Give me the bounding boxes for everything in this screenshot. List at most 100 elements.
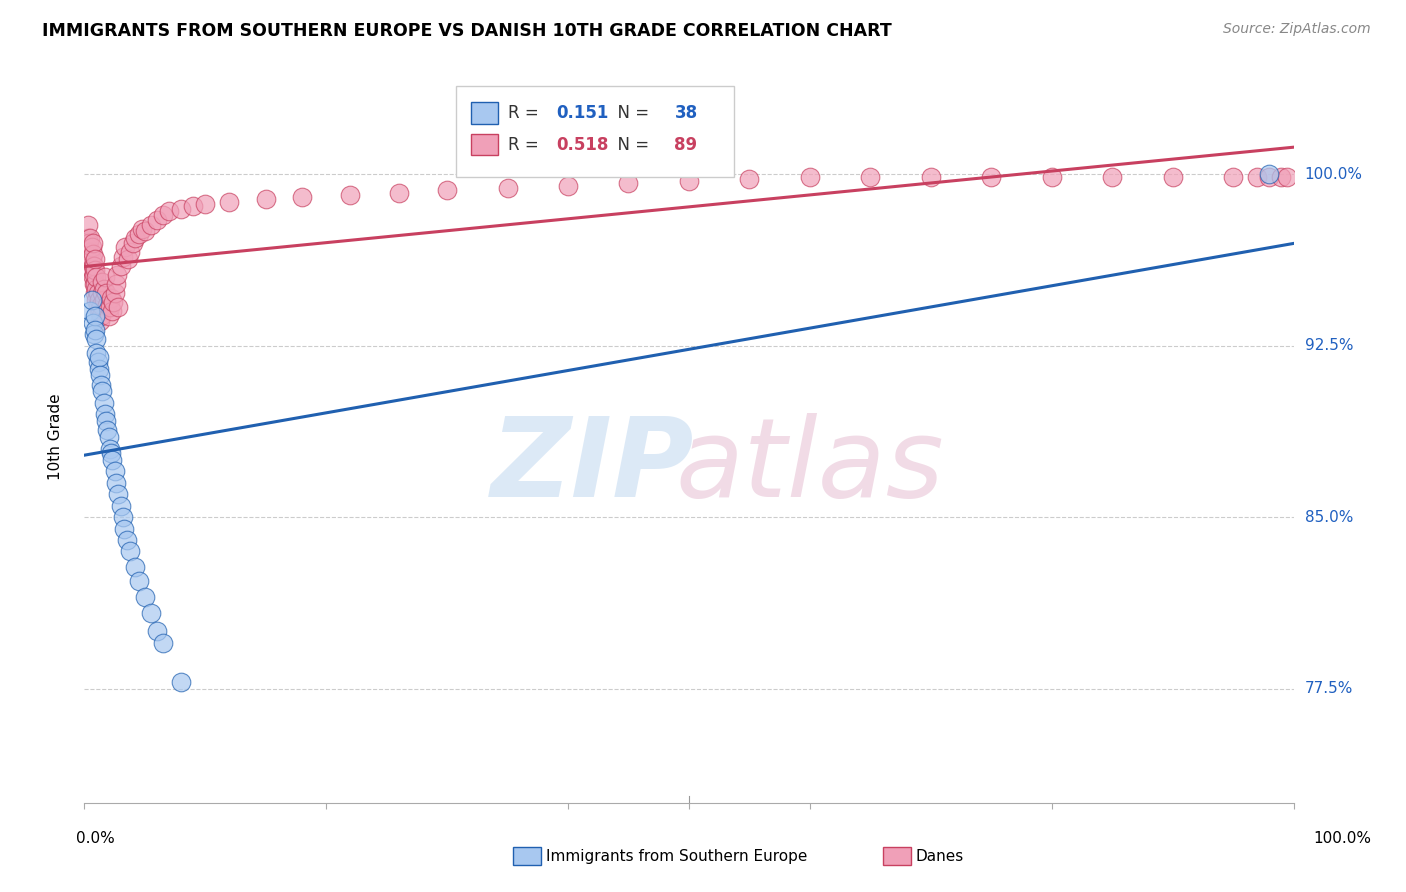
Point — [89, 313, 111, 327]
Point — [194, 197, 217, 211]
Point — [181, 199, 204, 213]
Point — [89, 301, 111, 317]
Point — [98, 300, 121, 314]
Point — [124, 231, 146, 245]
Point — [104, 464, 127, 478]
Point — [97, 430, 120, 444]
Point — [86, 354, 108, 368]
Point — [93, 293, 115, 307]
Point — [80, 240, 103, 254]
Point — [77, 231, 100, 245]
Point — [91, 275, 114, 289]
Point — [94, 414, 117, 428]
Text: Danes: Danes — [915, 849, 963, 863]
Point — [291, 190, 314, 204]
Point — [107, 487, 129, 501]
Point — [86, 297, 108, 311]
Point — [90, 297, 112, 311]
Point — [82, 259, 104, 273]
Text: R =: R = — [508, 136, 544, 153]
Point — [920, 169, 942, 184]
Point — [84, 323, 107, 337]
Point — [1101, 169, 1123, 184]
Point — [86, 270, 108, 285]
Point — [82, 270, 104, 285]
Point — [1161, 169, 1184, 184]
Point — [117, 252, 139, 266]
Point — [1222, 169, 1244, 184]
Point — [87, 293, 110, 307]
Point — [79, 304, 101, 318]
Point — [86, 332, 108, 346]
Point — [436, 183, 458, 197]
Point — [93, 281, 115, 295]
Point — [146, 213, 169, 227]
Text: Immigrants from Southern Europe: Immigrants from Southern Europe — [546, 849, 807, 863]
Point — [1258, 169, 1281, 184]
Text: 38: 38 — [675, 104, 697, 122]
Point — [557, 178, 579, 193]
Point — [79, 244, 101, 259]
Text: 100.0%: 100.0% — [1313, 831, 1372, 846]
Point — [152, 208, 174, 222]
Point — [94, 407, 117, 421]
Point — [120, 244, 142, 259]
Point — [617, 177, 640, 191]
Point — [80, 252, 103, 266]
FancyBboxPatch shape — [471, 134, 498, 155]
Point — [112, 250, 135, 264]
Point — [1040, 169, 1063, 184]
Point — [80, 293, 103, 307]
Point — [124, 560, 146, 574]
Point — [90, 309, 112, 323]
Point — [83, 327, 105, 342]
Point — [93, 396, 115, 410]
Point — [128, 574, 150, 588]
Point — [170, 202, 193, 216]
Text: 0.518: 0.518 — [555, 136, 609, 153]
Point — [86, 293, 108, 307]
Text: 85.0%: 85.0% — [1305, 509, 1353, 524]
Point — [738, 171, 761, 186]
Point — [1246, 169, 1268, 184]
Text: N =: N = — [607, 136, 654, 153]
Text: 0.151: 0.151 — [555, 104, 609, 122]
Text: 100.0%: 100.0% — [1305, 167, 1362, 182]
Point — [84, 263, 107, 277]
Point — [496, 181, 519, 195]
Point — [86, 286, 108, 301]
Point — [82, 247, 104, 261]
Point — [77, 218, 100, 232]
Point — [96, 297, 118, 311]
Point — [146, 624, 169, 639]
Point — [1270, 169, 1292, 184]
Point — [112, 510, 135, 524]
Point — [96, 423, 118, 437]
Point — [87, 304, 110, 318]
Text: 0.0%: 0.0% — [76, 831, 115, 846]
Point — [120, 544, 142, 558]
Point — [128, 227, 150, 241]
Point — [87, 361, 110, 376]
Point — [114, 240, 136, 254]
Point — [139, 218, 162, 232]
Point — [121, 235, 143, 250]
Point — [84, 286, 107, 301]
Point — [134, 224, 156, 238]
Text: N =: N = — [607, 104, 654, 122]
Point — [83, 259, 105, 273]
Text: 77.5%: 77.5% — [1305, 681, 1353, 696]
Point — [218, 194, 240, 209]
FancyBboxPatch shape — [471, 102, 498, 124]
Point — [107, 300, 129, 314]
Point — [79, 231, 101, 245]
Point — [77, 247, 100, 261]
Text: 92.5%: 92.5% — [1305, 338, 1353, 353]
Point — [91, 286, 114, 301]
Point — [100, 291, 122, 305]
Point — [84, 309, 107, 323]
Point — [90, 377, 112, 392]
Point — [112, 522, 135, 536]
Point — [84, 252, 107, 266]
Point — [94, 286, 117, 301]
